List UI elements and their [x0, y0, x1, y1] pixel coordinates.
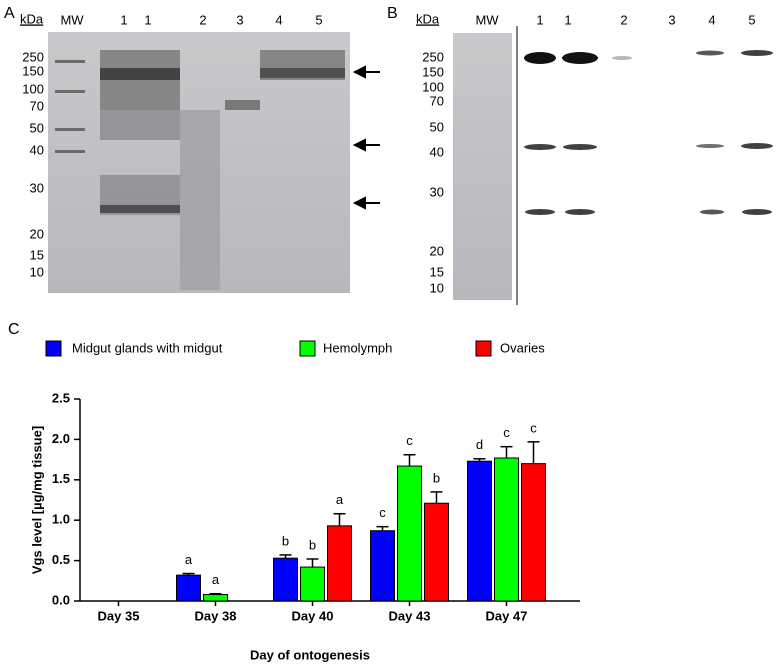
marker-label: 100	[422, 79, 444, 94]
significance-label: b	[282, 533, 289, 548]
bar	[467, 460, 492, 602]
panel-letter: C	[8, 321, 20, 338]
marker-label: 50	[30, 120, 44, 135]
significance-label: d	[476, 437, 483, 452]
x-tick-label: Day 35	[98, 608, 140, 623]
marker-label: 20	[430, 243, 444, 258]
significance-label: c	[379, 505, 386, 520]
legend-swatch	[299, 340, 316, 357]
x-axis-title: Day of ontogenesis	[250, 647, 370, 662]
x-tick-label: Day 40	[292, 608, 334, 623]
marker-label: 250	[422, 49, 444, 64]
marker-label: 20	[30, 226, 44, 241]
marker-label: 30	[430, 184, 444, 199]
significance-label: c	[406, 433, 413, 448]
y-tick-label: 2.5	[52, 390, 70, 405]
marker-label: 10	[430, 280, 444, 295]
panel-letter: B	[387, 5, 398, 22]
marker-label: 250	[22, 49, 44, 64]
lane-label: 5	[748, 12, 755, 27]
bar	[273, 557, 298, 602]
y-tick-label: 2.0	[52, 431, 70, 446]
significance-label: a	[185, 552, 193, 567]
gel-bands	[55, 50, 345, 290]
marker-label: 10	[30, 264, 44, 279]
unit-label: kDa	[416, 11, 440, 26]
lane-label: 2	[199, 12, 206, 27]
marker-label: 40	[30, 142, 44, 157]
legend-label: Hemolymph	[323, 340, 392, 355]
bar	[327, 525, 352, 602]
y-tick-label: 1.5	[52, 471, 70, 486]
significance-label: c	[530, 420, 537, 435]
legend-label: Ovaries	[500, 340, 545, 355]
legend-swatch	[45, 340, 62, 357]
marker-label: 150	[22, 63, 44, 78]
arrows	[352, 65, 380, 210]
lane-label: 3	[236, 12, 243, 27]
lane-label: 1	[536, 12, 543, 27]
significance-label: a	[212, 572, 220, 587]
gel-image	[453, 33, 512, 300]
legend-label: Midgut glands with midgut	[72, 340, 223, 355]
y-tick-label: 0.5	[52, 552, 70, 567]
blot-bands	[524, 50, 773, 215]
bar	[203, 594, 228, 602]
significance-label: b	[433, 470, 440, 485]
significance-label: a	[336, 492, 344, 507]
bar	[300, 566, 325, 602]
unit-label: kDa	[20, 11, 44, 26]
significance-label: c	[503, 425, 510, 440]
panel-letter: A	[4, 5, 15, 22]
y-tick-label: 0.0	[52, 592, 70, 607]
y-tick-label: 1.0	[52, 512, 70, 527]
marker-label: 15	[430, 264, 444, 279]
lane-label: 2	[620, 12, 627, 27]
lane-label: 1	[120, 12, 127, 27]
bar	[494, 457, 519, 602]
marker-label: 15	[30, 247, 44, 262]
y-axis-title: Vgs level [µg/mg tissue]	[29, 426, 44, 574]
marker-label: 50	[430, 119, 444, 134]
marker-label: 70	[430, 93, 444, 108]
lane-label: 5	[315, 12, 322, 27]
marker-label: 150	[422, 64, 444, 79]
marker-lane-label: MW	[475, 12, 499, 27]
lane-label: 3	[668, 12, 675, 27]
bar	[521, 463, 546, 602]
bar	[397, 465, 422, 602]
marker-label: 100	[22, 81, 44, 96]
marker-label: 70	[30, 98, 44, 113]
marker-label: 30	[30, 180, 44, 195]
marker-lane-label: MW	[60, 12, 84, 27]
x-tick-label: Day 38	[195, 608, 237, 623]
lane-label: 1	[564, 12, 571, 27]
x-tick-label: Day 47	[486, 608, 528, 623]
marker-label: 40	[430, 144, 444, 159]
lane-label: 4	[708, 12, 715, 27]
lane-label: 4	[275, 12, 282, 27]
lane-label: 1	[144, 12, 151, 27]
x-tick-label: Day 43	[389, 608, 431, 623]
bar	[176, 574, 201, 602]
legend-swatch	[475, 340, 492, 357]
bar	[424, 502, 449, 602]
significance-label: b	[309, 537, 316, 552]
bar	[370, 530, 395, 602]
